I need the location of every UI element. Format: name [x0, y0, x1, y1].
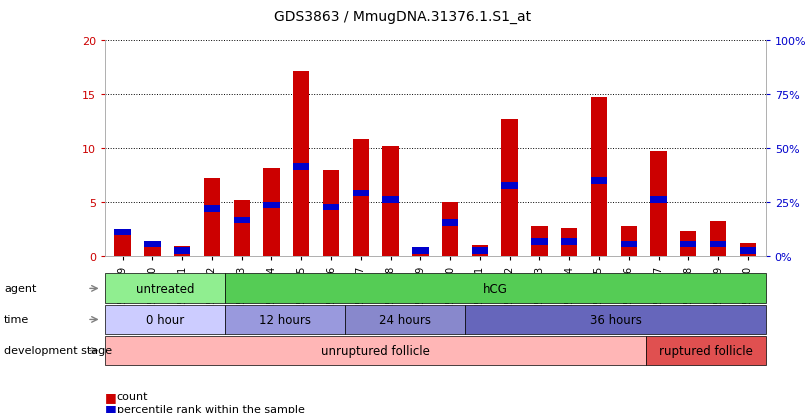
- Text: hCG: hCG: [483, 282, 508, 295]
- Text: count: count: [117, 392, 148, 401]
- Bar: [264, 169, 280, 256]
- Bar: [650, 197, 667, 204]
- Bar: [710, 222, 726, 256]
- Bar: [352, 140, 369, 256]
- Text: ruptured follicle: ruptured follicle: [659, 344, 753, 357]
- Bar: [293, 164, 310, 170]
- Bar: [234, 217, 250, 224]
- Bar: [740, 247, 756, 254]
- Bar: [472, 247, 488, 254]
- Bar: [264, 202, 280, 209]
- Text: 36 hours: 36 hours: [589, 313, 642, 326]
- Bar: [531, 239, 547, 245]
- Bar: [174, 247, 190, 256]
- Bar: [144, 242, 160, 256]
- Bar: [412, 247, 429, 254]
- Bar: [442, 220, 459, 226]
- Bar: [204, 206, 220, 212]
- Bar: [561, 239, 577, 245]
- Bar: [501, 120, 517, 256]
- Bar: [710, 241, 726, 247]
- Bar: [621, 226, 637, 256]
- Bar: [293, 71, 310, 256]
- Bar: [591, 178, 607, 184]
- Bar: [144, 241, 160, 247]
- Text: ■: ■: [105, 390, 117, 403]
- Text: 0 hour: 0 hour: [146, 313, 184, 326]
- Text: 12 hours: 12 hours: [259, 313, 311, 326]
- Text: development stage: development stage: [4, 346, 112, 356]
- Bar: [621, 241, 637, 247]
- Text: percentile rank within the sample: percentile rank within the sample: [117, 404, 305, 413]
- Text: untreated: untreated: [135, 282, 194, 295]
- Bar: [382, 197, 399, 204]
- Bar: [234, 200, 250, 256]
- Bar: [740, 243, 756, 256]
- Bar: [501, 183, 517, 190]
- Text: ■: ■: [105, 402, 117, 413]
- Bar: [680, 241, 696, 247]
- Bar: [174, 247, 190, 254]
- Text: time: time: [4, 315, 29, 325]
- Text: GDS3863 / MmugDNA.31376.1.S1_at: GDS3863 / MmugDNA.31376.1.S1_at: [274, 10, 532, 24]
- Bar: [442, 202, 459, 256]
- Bar: [114, 229, 131, 236]
- Bar: [412, 247, 429, 256]
- Bar: [323, 204, 339, 211]
- Text: agent: agent: [4, 284, 36, 294]
- Bar: [114, 229, 131, 256]
- Bar: [591, 98, 607, 256]
- Bar: [382, 147, 399, 256]
- Bar: [531, 226, 547, 256]
- Bar: [680, 231, 696, 256]
- Text: unruptured follicle: unruptured follicle: [321, 344, 430, 357]
- Bar: [650, 152, 667, 256]
- Text: 24 hours: 24 hours: [379, 313, 431, 326]
- Bar: [323, 170, 339, 256]
- Bar: [352, 190, 369, 197]
- Bar: [561, 228, 577, 256]
- Bar: [472, 245, 488, 256]
- Bar: [204, 179, 220, 256]
